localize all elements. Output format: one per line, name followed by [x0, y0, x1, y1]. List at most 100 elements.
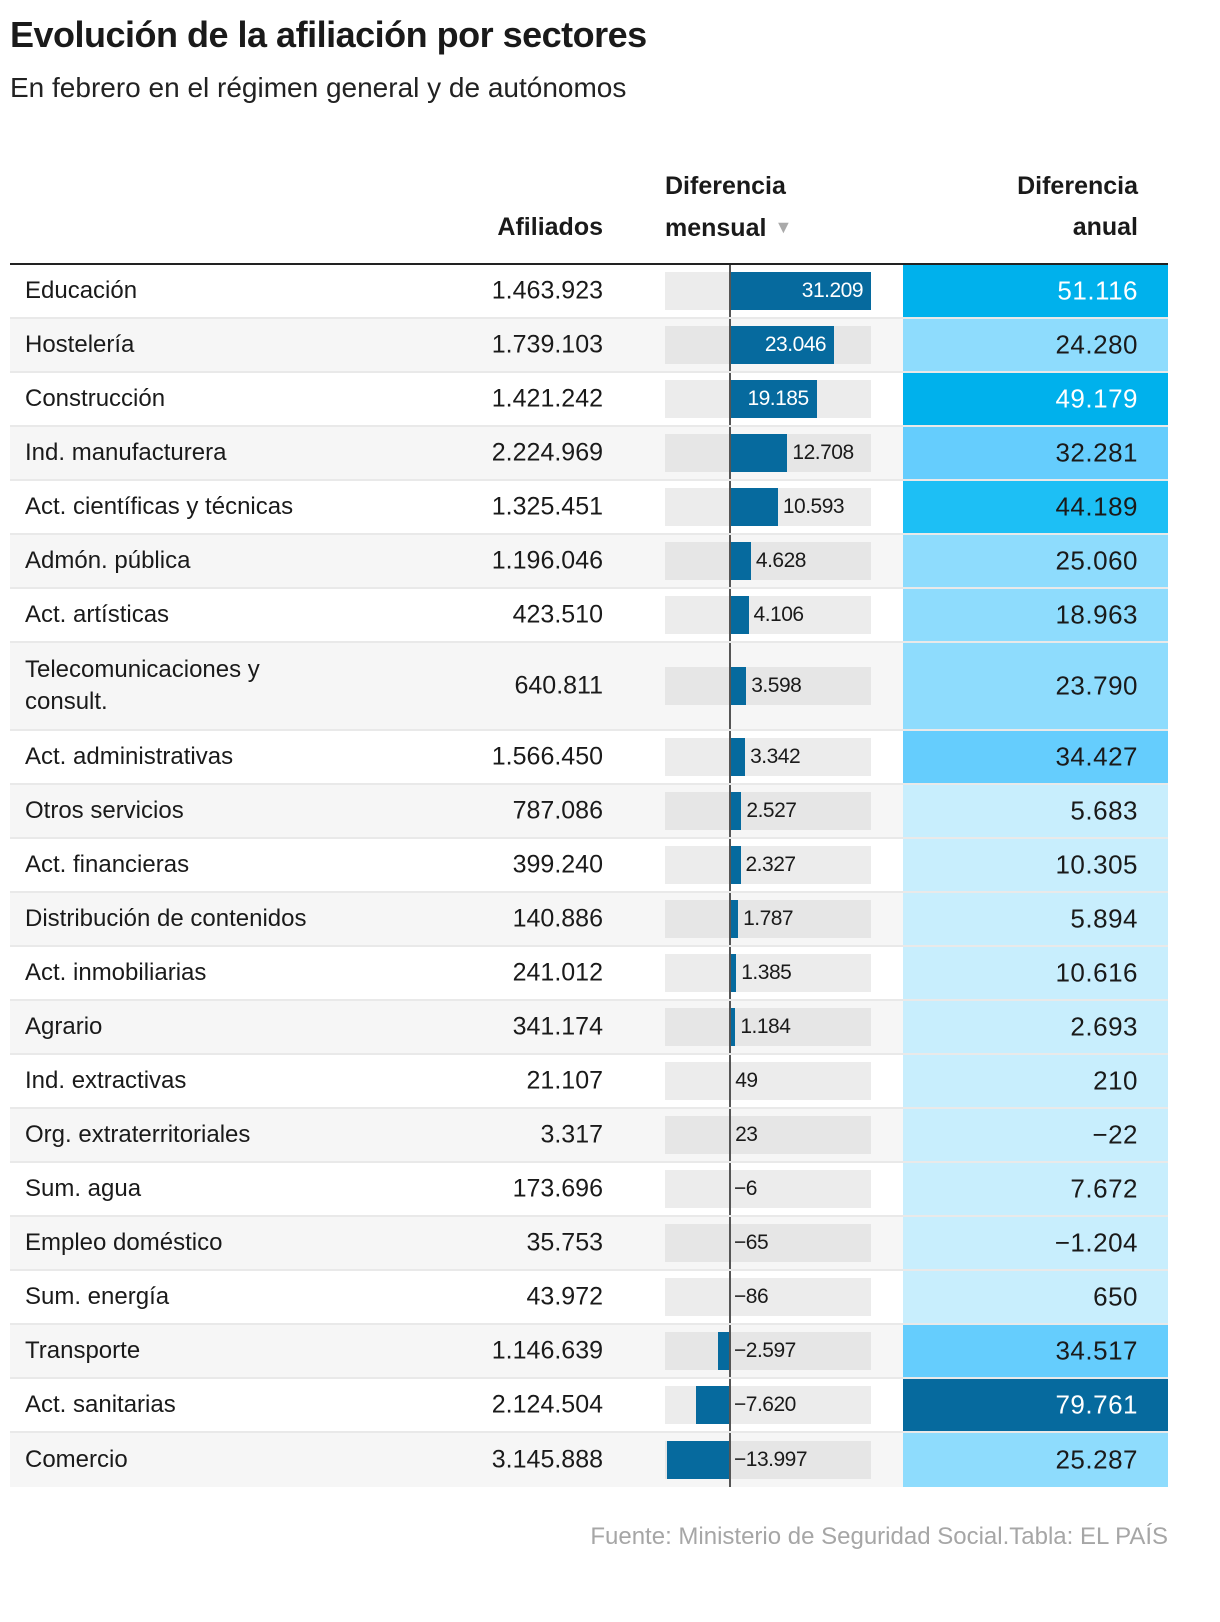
afiliados-value: 2.124.504: [491, 1390, 603, 1419]
header-rule: [10, 263, 1168, 265]
mensual-label: 4.106: [753, 603, 805, 626]
afiliados-value: 35.753: [526, 1228, 603, 1257]
anual-cell: 24.280: [903, 319, 1168, 371]
mensual-label: 23.046: [764, 333, 827, 356]
anual-cell: 2.693: [903, 1001, 1168, 1053]
mensual-label: 1.787: [743, 907, 794, 930]
table-row: Act. inmobiliarias 241.012 1.385 10.616: [10, 947, 1168, 1001]
afiliados-value: 1.566.450: [491, 742, 603, 771]
zero-axis: [729, 1055, 731, 1107]
afiliados-value: 43.972: [526, 1282, 603, 1311]
table-row: Org. extraterritoriales 3.317 23 −22: [10, 1109, 1168, 1163]
column-header-anual[interactable]: Diferencia anual: [903, 166, 1138, 248]
afiliados-value: 1.325.451: [491, 492, 603, 521]
zero-axis: [729, 535, 731, 587]
afiliados-value: 423.510: [512, 600, 603, 629]
mensual-label: 23: [735, 1123, 758, 1146]
sector-name: Act. inmobiliarias: [25, 959, 207, 986]
mensual-label: 19.185: [747, 387, 809, 410]
afiliados-value: 3.145.888: [491, 1445, 603, 1474]
anual-cell: 34.427: [903, 731, 1168, 783]
mensual-label: −13.997: [734, 1448, 808, 1471]
mensual-label: −6: [734, 1177, 757, 1200]
bar-background: [665, 1224, 871, 1262]
anual-value: 32.281: [1055, 437, 1138, 468]
mensual-label: −65: [734, 1231, 769, 1254]
mensual-bar: [730, 434, 788, 472]
zero-axis: [729, 643, 731, 729]
zero-axis: [729, 731, 731, 783]
table-row: Ind. manufacturera 2.224.969 12.708 32.281: [10, 427, 1168, 481]
afiliados-value: 787.086: [512, 796, 603, 825]
bar-background: [665, 596, 871, 634]
anual-value: 210: [1093, 1065, 1138, 1096]
anual-cell: 34.517: [903, 1325, 1168, 1377]
anual-cell: 49.179: [903, 373, 1168, 425]
table-row: Distribución de contenidos 140.886 1.787 5.…: [10, 893, 1168, 947]
column-header-afiliados: Afiliados: [497, 213, 603, 241]
mensual-bar: [730, 596, 749, 634]
table-row: Otros servicios 787.086 2.527 5.683: [10, 785, 1168, 839]
anual-cell: 32.281: [903, 427, 1168, 479]
table-row: Act. científicas y técnicas 1.325.451 10.5…: [10, 481, 1168, 535]
sector-name: Agrario: [25, 1013, 103, 1040]
sector-name: Sum. agua: [25, 1175, 142, 1202]
afiliados-value: 399.240: [512, 850, 603, 879]
afiliados-value: 1.739.103: [491, 330, 603, 359]
anual-value: 10.616: [1055, 957, 1138, 988]
sector-name: Otros servicios: [25, 797, 184, 824]
zero-axis: [729, 589, 731, 641]
bar-background: [665, 1278, 871, 1316]
anual-cell: 5.683: [903, 785, 1168, 837]
mensual-label: 1.385: [741, 961, 792, 984]
anual-cell: 210: [903, 1055, 1168, 1107]
zero-axis: [729, 839, 731, 891]
anual-cell: 10.305: [903, 839, 1168, 891]
anual-value: 7.672: [1070, 1173, 1138, 1204]
anual-value: 5.683: [1070, 795, 1138, 826]
anual-value: 25.287: [1055, 1444, 1138, 1475]
mensual-label: 3.598: [751, 674, 802, 697]
mensual-label: 2.527: [746, 799, 797, 822]
mensual-bar: [730, 846, 741, 884]
table-row: Construcción 1.421.242 19.185 49.179: [10, 373, 1168, 427]
mensual-label: 1.184: [740, 1015, 791, 1038]
anual-value: 79.761: [1055, 1389, 1138, 1420]
zero-axis: [729, 319, 731, 371]
anual-cell: 5.894: [903, 893, 1168, 945]
mensual-bar: [666, 1441, 730, 1479]
anual-value: 650: [1093, 1281, 1138, 1312]
sector-name: Ind. manufacturera: [25, 439, 227, 466]
zero-axis: [729, 947, 731, 999]
bar-background: [665, 1332, 871, 1370]
mensual-bar: [730, 738, 746, 776]
sort-descending-icon: ▼: [774, 217, 793, 237]
zero-axis: [729, 1325, 731, 1377]
anual-cell: 7.672: [903, 1163, 1168, 1215]
zero-axis: [729, 265, 731, 317]
sector-name: Hostelería: [25, 331, 135, 358]
mensual-bar: [730, 900, 739, 938]
anual-cell: −1.204: [903, 1217, 1168, 1269]
table-row: Ind. extractivas 21.107 49 210: [10, 1055, 1168, 1109]
table-row: Sum. energía 43.972 −86 650: [10, 1271, 1168, 1325]
zero-axis: [729, 1163, 731, 1215]
mensual-bar: [730, 542, 751, 580]
sector-name: Distribución de contenidos: [25, 905, 307, 932]
mensual-label: −7.620: [734, 1393, 796, 1416]
zero-axis: [729, 1217, 731, 1269]
sector-name: Act. científicas y técnicas: [25, 493, 294, 520]
bar-background: [665, 542, 871, 580]
afiliados-value: 241.012: [512, 958, 603, 987]
afiliados-value: 140.886: [512, 904, 603, 933]
sector-name: Act. sanitarias: [25, 1391, 176, 1418]
mensual-label: 4.628: [755, 549, 807, 572]
sector-name: Act. financieras: [25, 851, 190, 878]
mensual-label: 31.209: [801, 279, 864, 302]
bar-background: [665, 1170, 871, 1208]
chart-title: Evolución de la afiliación por sectores: [10, 14, 647, 55]
column-header-mensual[interactable]: Diferencia mensual ▼: [665, 166, 792, 249]
anual-cell: 650: [903, 1271, 1168, 1323]
mensual-bar: [718, 1332, 730, 1370]
column-header-mensual-label: Diferencia mensual: [665, 172, 786, 242]
